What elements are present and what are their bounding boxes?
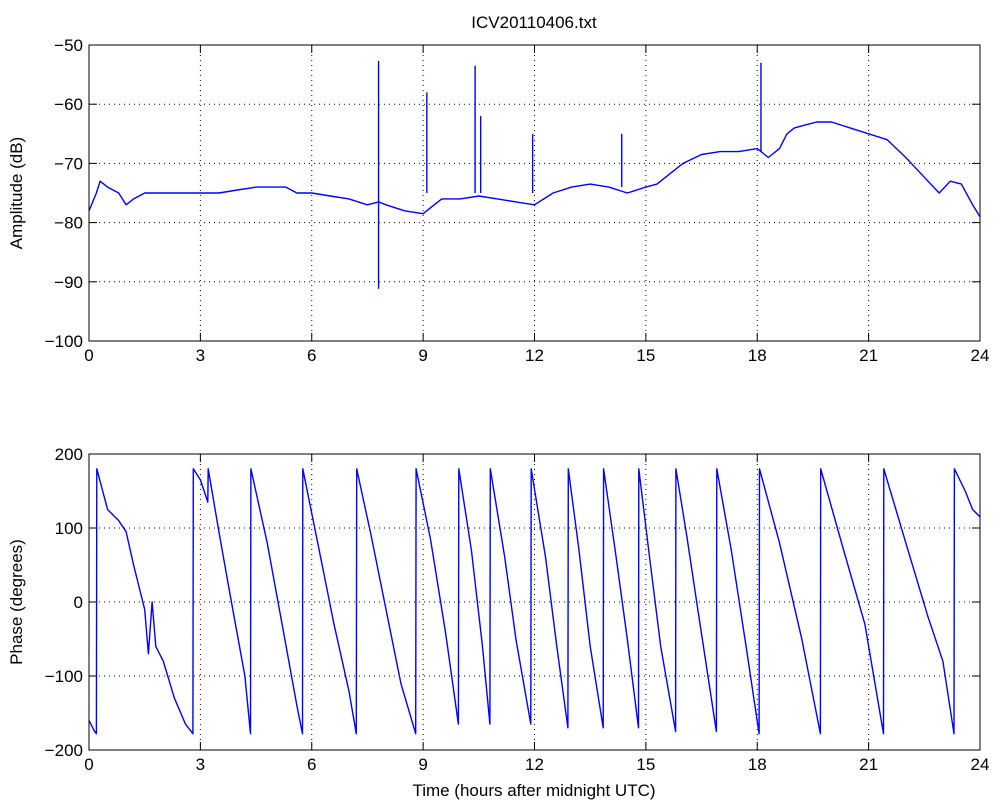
amplitude-y-tick-label: −50 xyxy=(54,36,83,55)
phase-y-ticks: −200 −100 0 100 200 xyxy=(45,445,980,760)
amplitude-y-tick-label: −90 xyxy=(54,273,83,292)
amplitude-axes: ICV20110406.txt 0 3 6 9 12 15 18 21 24 −100 −90 −8… xyxy=(7,13,989,365)
phase-x-tick-label: 18 xyxy=(748,755,767,774)
amplitude-grid xyxy=(89,45,980,341)
phase-x-tick-label: 24 xyxy=(971,755,990,774)
phase-y-tick-label: −200 xyxy=(45,741,83,760)
phase-y-tick-label: 200 xyxy=(55,445,83,464)
amplitude-x-tick-label: 3 xyxy=(196,346,205,365)
phase-axes: 0 3 6 9 12 15 18 21 24 −200 −100 0 100 200 Phase (de… xyxy=(7,445,989,800)
amplitude-y-tick-label: −80 xyxy=(54,214,83,233)
amplitude-series-line xyxy=(88,121,981,218)
amplitude-plot-frame xyxy=(88,44,981,342)
phase-data-series xyxy=(88,468,981,735)
phase-plot-frame xyxy=(88,453,981,751)
phase-x-tick-label: 3 xyxy=(196,755,205,774)
phase-grid xyxy=(89,454,980,750)
phase-x-ticks: 0 3 6 9 12 15 18 21 24 xyxy=(84,454,989,774)
amplitude-chart-title: ICV20110406.txt xyxy=(471,13,597,32)
phase-x-tick-label: 9 xyxy=(418,755,427,774)
phase-x-tick-label: 0 xyxy=(84,755,93,774)
amplitude-y-tick-label: −60 xyxy=(54,95,83,114)
amplitude-x-tick-label: 18 xyxy=(748,346,767,365)
phase-x-tick-label: 15 xyxy=(636,755,655,774)
amplitude-plot-area xyxy=(89,45,980,341)
amplitude-y-ticks: −100 −90 −80 −70 −60 −50 xyxy=(45,36,980,351)
amplitude-y-tick-label: −70 xyxy=(54,154,83,173)
amplitude-x-tick-label: 6 xyxy=(307,346,316,365)
amplitude-x-tick-label: 12 xyxy=(525,346,544,365)
phase-x-tick-label: 6 xyxy=(307,755,316,774)
amplitude-x-tick-label: 15 xyxy=(636,346,655,365)
amplitude-x-ticks: 0 3 6 9 12 15 18 21 24 xyxy=(84,45,989,365)
phase-series-line xyxy=(88,468,981,735)
amplitude-x-tick-label: 24 xyxy=(971,346,990,365)
phase-y-tick-label: 0 xyxy=(74,593,83,612)
amplitude-x-tick-label: 0 xyxy=(84,346,93,365)
phase-x-axis-label: Time (hours after midnight UTC) xyxy=(412,781,655,800)
amplitude-x-tick-label: 21 xyxy=(859,346,878,365)
amplitude-x-tick-label: 9 xyxy=(418,346,427,365)
phase-y-tick-label: −100 xyxy=(45,667,83,686)
phase-x-tick-label: 21 xyxy=(859,755,878,774)
amplitude-data-series xyxy=(88,60,981,289)
amplitude-y-tick-label: −100 xyxy=(45,332,83,351)
amplitude-y-axis-label: Amplitude (dB) xyxy=(7,137,26,249)
phase-y-axis-label: Phase (degrees) xyxy=(7,539,26,665)
phase-y-tick-label: 100 xyxy=(55,519,83,538)
phase-x-tick-label: 12 xyxy=(525,755,544,774)
